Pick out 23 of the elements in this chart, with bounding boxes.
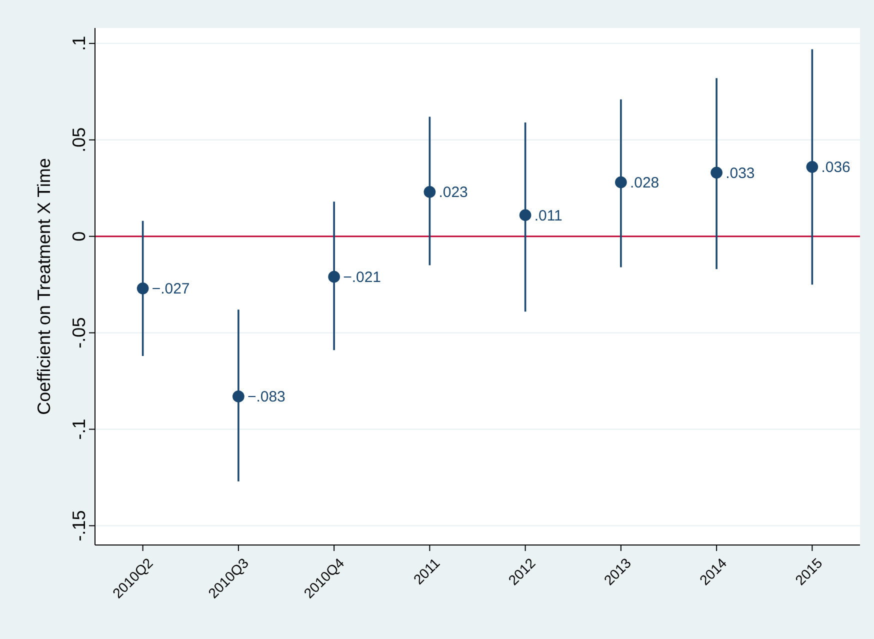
data-label: .023 xyxy=(438,184,468,202)
y-tick-label: 0 xyxy=(69,231,89,242)
data-label: −.083 xyxy=(247,388,286,406)
point xyxy=(424,186,436,198)
y-tick-label: -.05 xyxy=(69,317,89,348)
data-label: −.021 xyxy=(343,269,382,286)
data-label: .033 xyxy=(726,164,755,182)
data-label: .011 xyxy=(534,207,562,224)
point xyxy=(615,176,627,188)
point xyxy=(519,209,532,222)
point xyxy=(806,160,818,173)
y-axis-title: Coefficient on Treatment X Time xyxy=(34,158,54,415)
y-tick-label: -.1 xyxy=(69,418,89,440)
y-tick-label: -.15 xyxy=(69,510,89,542)
point xyxy=(232,390,244,402)
data-label: −.027 xyxy=(152,280,190,298)
data-label: .036 xyxy=(821,159,850,176)
y-tick-label: .1 xyxy=(69,36,89,51)
y-tick-label: .05 xyxy=(69,127,89,152)
point xyxy=(710,166,722,179)
data-label: .028 xyxy=(630,174,660,192)
point xyxy=(136,282,149,294)
point xyxy=(328,270,340,283)
